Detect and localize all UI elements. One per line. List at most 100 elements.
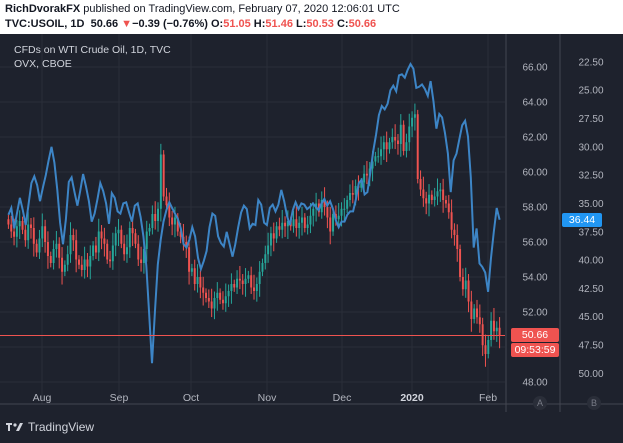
x-tick-label-2: Oct: [183, 392, 199, 404]
candle: [470, 290, 473, 332]
publish-header: RichDvorakFX published on TradingView.co…: [0, 0, 623, 34]
candle-body: [492, 320, 495, 332]
candle: [41, 213, 44, 248]
candle-body: [157, 208, 160, 221]
candle-body: [134, 233, 137, 244]
candle: [216, 282, 219, 311]
candle: [236, 270, 239, 294]
candle-body: [292, 219, 295, 227]
candle: [38, 229, 41, 259]
candle-body: [272, 233, 275, 239]
candle: [430, 190, 433, 205]
price-chart[interactable]: 66.00 64.00 62.00 60.00 58.00 56.00 54.00 52.00…: [0, 34, 623, 412]
candle: [422, 176, 425, 207]
candle: [49, 251, 52, 268]
candle-body: [428, 194, 431, 204]
right-tick-label-9: 45.00: [578, 312, 603, 323]
candle-body: [63, 264, 66, 272]
candle-body: [216, 292, 219, 298]
second-scale-button[interactable]: B: [587, 396, 601, 410]
candle-body: [394, 137, 397, 141]
candle: [348, 184, 351, 207]
candle-body: [363, 173, 366, 183]
candle-body: [35, 243, 38, 253]
candle: [151, 205, 154, 235]
auto-scale-button[interactable]: A: [533, 396, 547, 410]
candle: [69, 222, 72, 263]
candle: [35, 239, 38, 257]
candle: [298, 216, 301, 239]
candle: [120, 225, 123, 249]
candle: [385, 131, 388, 163]
candle: [261, 258, 264, 277]
candle-body: [168, 205, 171, 218]
candle: [365, 160, 368, 185]
candle-body: [227, 291, 230, 297]
right-tick-label-10: 47.50: [578, 341, 603, 352]
candle: [196, 264, 199, 293]
candle: [30, 218, 32, 239]
candle-body: [125, 247, 128, 255]
candle: [241, 274, 244, 295]
candle: [408, 113, 411, 151]
candle-body: [69, 235, 72, 255]
main-series-legend[interactable]: CFDs on WTI Crude Oil, 1D, TVC: [14, 44, 171, 56]
ovx-series-legend[interactable]: OVX, CBOE: [14, 58, 72, 70]
candle: [92, 241, 95, 261]
candle-body: [52, 249, 55, 263]
candle-body: [326, 207, 329, 218]
candle-body: [24, 229, 27, 241]
right-tick-label-8: 42.50: [578, 284, 603, 295]
price-change: −0.39 (−0.76%): [132, 18, 208, 30]
candle-body: [419, 179, 422, 190]
tradingview-icon: [6, 423, 23, 431]
candle-body: [470, 301, 473, 319]
candle-body: [80, 264, 83, 270]
candle-body: [346, 200, 349, 209]
candle: [145, 220, 148, 262]
candle: [72, 228, 75, 251]
candle-body: [219, 292, 222, 300]
candle: [278, 217, 281, 237]
candle: [380, 136, 383, 165]
left-tick-label-9: 48.00: [522, 378, 547, 389]
candle: [86, 253, 89, 278]
left-tick-label-7: 52.00: [522, 308, 547, 319]
candle: [190, 263, 193, 277]
candle-body: [377, 156, 380, 158]
low-value: 50.53: [306, 18, 334, 30]
close-label: C:: [336, 18, 349, 30]
candle: [309, 202, 312, 234]
candle: [267, 232, 270, 263]
down-arrow-icon: ▼: [121, 18, 133, 30]
candle: [247, 270, 250, 284]
tradingview-logo[interactable]: TradingView: [6, 420, 94, 434]
candle: [275, 221, 278, 243]
candle: [75, 229, 78, 273]
candle-body: [354, 186, 357, 195]
candle: [171, 211, 174, 236]
candle-body: [382, 142, 385, 150]
candle-body: [179, 231, 182, 237]
candle-body: [444, 200, 447, 204]
candle: [425, 191, 428, 215]
candle-body: [320, 200, 323, 213]
candle-body: [267, 245, 270, 255]
candle: [253, 274, 255, 300]
candle: [221, 291, 224, 310]
candlestick-series: [7, 103, 501, 367]
candle-body: [100, 231, 103, 239]
candle: [295, 206, 298, 237]
candle: [233, 279, 236, 292]
candle: [411, 111, 414, 138]
candle-body: [162, 154, 165, 197]
author-name[interactable]: RichDvorakFX: [5, 3, 81, 15]
candle: [255, 277, 258, 302]
candle: [230, 273, 233, 304]
candle-body: [142, 249, 145, 263]
candle-body: [61, 257, 64, 272]
left-tick-label-2: 62.00: [522, 133, 547, 144]
candle: [227, 284, 230, 307]
candle-body: [123, 243, 126, 255]
candle-body: [413, 114, 416, 118]
